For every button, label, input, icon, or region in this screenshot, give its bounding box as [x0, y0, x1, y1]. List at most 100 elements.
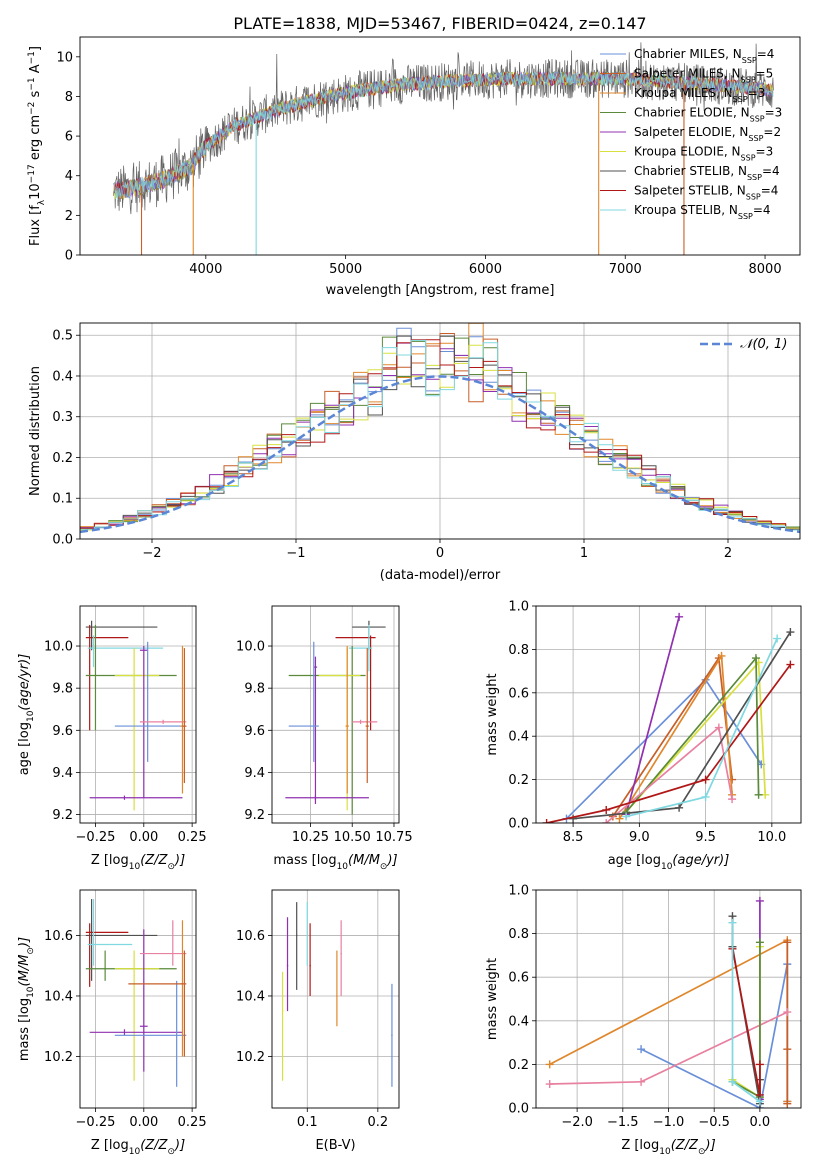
legend-value: =4: [753, 203, 771, 217]
legend-sub: SSP: [741, 75, 756, 84]
errorbar-point: [352, 719, 378, 724]
label-part: mass [log: [273, 853, 336, 868]
legend-label: Salpeter MILES, NSSP=5: [634, 67, 773, 85]
axes-frame: [535, 605, 802, 824]
label-part: −1: [27, 77, 37, 90]
plot-area: [536, 606, 801, 823]
legend-value: =3: [748, 86, 766, 100]
y-tick-label: 0.0: [508, 817, 529, 832]
legend-label: 𝒩(0, 1): [740, 337, 787, 352]
label-part: ⊙: [167, 1147, 175, 1157]
legend-value: =4: [761, 184, 779, 198]
errorbar-point: [295, 902, 298, 990]
errorbar-point: [114, 950, 160, 1081]
plot-area: [80, 323, 800, 539]
y-tick-label: 9.4: [244, 766, 265, 781]
x-axis-label: Z [log10(Z/Z⊙)]: [621, 1138, 715, 1157]
y-tick-label: 9.8: [52, 682, 73, 697]
y-tick-label: 9.6: [244, 724, 265, 739]
weight-marker: [786, 660, 795, 669]
weight-marker: [751, 654, 760, 663]
label-part: )]: [17, 937, 32, 948]
legend-value: =3: [765, 106, 783, 120]
x-axis-label: Z [log10(Z/Z⊙)]: [91, 1138, 185, 1157]
errorbar-point: [85, 923, 129, 987]
weight-marker: [755, 938, 764, 947]
x-tick-label: 10.25: [292, 830, 329, 845]
errorbar-point: [306, 902, 308, 966]
y-axis-label: mass weight: [485, 673, 500, 755]
weight-marker: [714, 723, 723, 732]
label-part: mass [log: [17, 998, 32, 1061]
legend-text: Kroupa MILES, N: [634, 86, 733, 100]
legend-label: Chabrier STELIB, NSSP=4: [634, 164, 780, 182]
x-tick-label: 0.2: [367, 1115, 388, 1130]
x-tick-label: 0.25: [178, 1115, 207, 1130]
errorbar-point: [114, 980, 187, 1087]
x-axis-label: (data-model)/error: [380, 568, 501, 583]
weight-line-salpeter_stelib: [546, 664, 792, 823]
plot-area: [80, 890, 196, 1108]
y-axis-label: Normed distribution: [28, 366, 43, 496]
legend-sub: SSP: [741, 153, 756, 162]
x-tick-label: 10.50: [334, 830, 371, 845]
legend-sub: SSP: [750, 114, 765, 123]
y-tick-label: 10.0: [236, 640, 265, 655]
x-tick-label: −1: [286, 546, 305, 561]
weight-marker: [755, 1060, 764, 1069]
label-part: age [log: [608, 853, 661, 868]
x-axis-label: mass [log10(M/M⊙)]: [273, 853, 397, 872]
label-part: 10: [337, 862, 349, 872]
x-tick-label: 5000: [329, 262, 362, 277]
errorbar-point: [128, 950, 187, 1057]
age-vs-mass-panel: 10.25 10.50 10.75 9.2 9.4 9.6 9.8 10.0 mass [log…: [236, 605, 413, 872]
plot-area: [272, 890, 399, 1108]
y-tick-label: 0.5: [52, 329, 73, 344]
weight-marker: [602, 819, 611, 823]
errorbar-point: [285, 795, 369, 800]
weight-marker: [622, 812, 631, 821]
spectrum-panel: 4000 5000 6000 7000 8000 0 2 4 6 8 10 wavelength [A…: [27, 36, 801, 298]
y-tick-label: 10.4: [236, 989, 265, 1004]
y-tick-label: 0.6: [508, 686, 529, 701]
y-tick-label: 10.2: [236, 1050, 265, 1065]
y-axis-label: mass [log10(M/M⊙)]: [17, 937, 36, 1061]
legend-sub: SSP: [742, 56, 757, 65]
x-tick-label: 9.0: [629, 830, 650, 845]
weight-line-salpeter_stelib: [731, 948, 761, 1096]
weight-marker: [773, 634, 782, 643]
weight-marker: [602, 805, 611, 814]
x-tick-label: −0.25: [76, 830, 116, 845]
y-tick-label: 0.2: [508, 1058, 529, 1073]
axes-frame: [271, 889, 400, 1109]
y-axis-label: Flux [fλ10−17 erg cm−2 s−1 A−1]: [27, 46, 47, 246]
weight-line-kroupa_miles: [618, 653, 733, 820]
weight-marker: [728, 1077, 737, 1086]
weight-marker: [783, 938, 792, 947]
histogram-salpeter_stelib: [80, 339, 800, 531]
y-tick-label: 0.4: [508, 730, 529, 745]
label-part: ⊙: [26, 947, 36, 955]
weight-marker: [783, 1008, 792, 1017]
errorbar-point: [85, 624, 177, 731]
y-tick-label: 10.6: [236, 929, 265, 944]
errorbar-point: [87, 635, 164, 668]
x-tick-label: 0.00: [129, 1115, 158, 1130]
y-tick-label: 10.6: [44, 929, 73, 944]
errorbar-point: [365, 648, 369, 783]
legend-text: Kroupa STELIB, N: [634, 203, 738, 217]
label-part: 10: [129, 1147, 141, 1157]
legend-label: Chabrier ELODIE, NSSP=3: [634, 106, 782, 124]
axes-frame: [79, 36, 801, 256]
errorbar-point: [340, 920, 342, 996]
y-tick-label: 0.8: [508, 927, 529, 942]
label-part: (Z/Z: [140, 1138, 168, 1153]
legend-text: Salpeter STELIB, N: [634, 184, 746, 198]
label-part: −2: [27, 102, 37, 115]
label-part: Z [log: [621, 1138, 659, 1153]
legend-text: Chabrier STELIB, N: [634, 164, 747, 178]
errorbar-point: [288, 641, 319, 762]
mass-weight-vs-metallicity-panel: −2.0 −1.5 −1.0 −0.5 0.0 0.0 0.2 0.4 0.6 0.8 1.0 Z […: [485, 884, 802, 1157]
y-axis-label: mass weight: [485, 958, 500, 1040]
